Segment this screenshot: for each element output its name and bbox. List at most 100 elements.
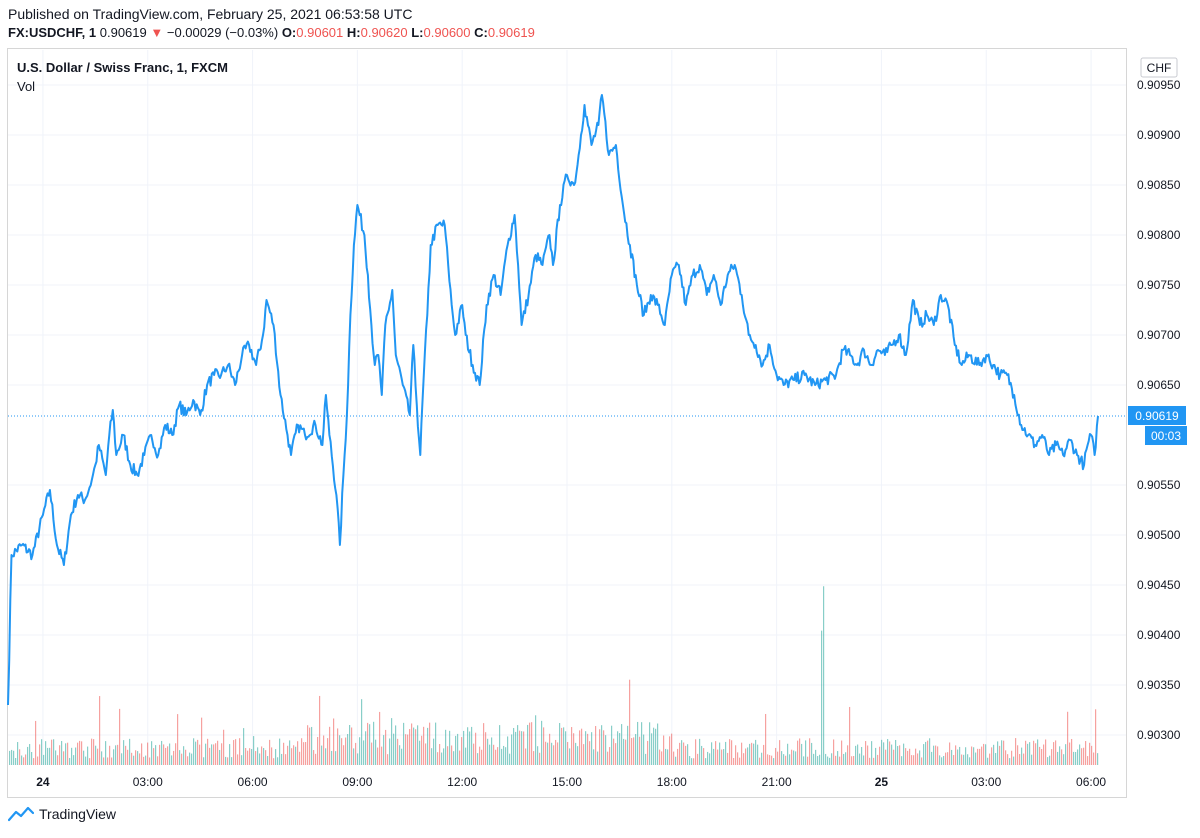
volume-bar	[239, 738, 241, 765]
volume-bar	[393, 733, 395, 765]
volume-bar	[415, 729, 417, 765]
volume-bar	[481, 749, 483, 765]
x-tick-label: 06:00	[1076, 775, 1106, 789]
volume-bar	[769, 755, 771, 765]
volume-bar	[647, 740, 649, 765]
volume-bar	[489, 744, 491, 765]
volume-bar	[921, 757, 923, 765]
volume-bar	[265, 750, 267, 765]
volume-bar	[483, 723, 485, 765]
volume-bar	[877, 754, 879, 765]
volume-bar	[697, 753, 699, 765]
volume-bar	[701, 745, 703, 765]
currency-badge[interactable]	[1140, 57, 1178, 78]
volume-bar	[401, 748, 403, 765]
volume-bar	[515, 731, 517, 765]
volume-bar	[677, 748, 679, 765]
branding-text: TradingView	[39, 806, 117, 822]
volume-bar	[909, 748, 911, 765]
volume-bar	[963, 754, 965, 765]
high-label: H:	[346, 25, 361, 40]
volume-bar	[35, 720, 37, 765]
volume-bar	[19, 749, 21, 765]
volume-bar	[377, 747, 379, 765]
volume-bar	[639, 736, 641, 765]
volume-bar	[259, 753, 261, 765]
volume-bar	[885, 749, 887, 765]
volume-bar	[593, 749, 595, 765]
volume-bar	[159, 744, 161, 765]
volume-bar	[461, 737, 463, 765]
volume-bar	[609, 747, 611, 765]
volume-bar	[63, 751, 65, 765]
volume-bar	[195, 741, 197, 765]
volume-bar	[857, 744, 859, 765]
volume-bar	[1001, 740, 1003, 765]
volume-bar	[491, 737, 493, 765]
volume-bar	[623, 738, 625, 765]
volume-bar	[93, 739, 95, 765]
volume-bar	[903, 743, 905, 765]
chart-frame[interactable]	[7, 48, 1127, 798]
volume-bar	[565, 731, 567, 765]
volume-bar	[291, 748, 293, 765]
volume-bar	[955, 745, 957, 765]
volume-bar	[135, 750, 137, 765]
volume-bar	[615, 743, 617, 765]
volume-bar	[1029, 742, 1031, 765]
volume-bar	[343, 745, 345, 765]
volume-bar	[951, 749, 953, 765]
volume-bar	[967, 754, 969, 765]
volume-bar	[1005, 750, 1007, 765]
volume-bar	[925, 741, 927, 765]
volume-bar	[777, 751, 779, 765]
volume-bar	[859, 753, 861, 765]
volume-bar	[555, 739, 557, 765]
y-tick-label: 0.90650	[1137, 378, 1181, 392]
volume-bar	[1021, 747, 1023, 765]
volume-bar	[263, 748, 265, 765]
volume-bar	[603, 730, 605, 765]
volume-bar	[993, 744, 995, 765]
volume-bar	[979, 748, 981, 765]
volume-bar	[1049, 755, 1051, 765]
volume-bar	[547, 742, 549, 765]
volume-bar	[499, 725, 501, 765]
volume-bar	[387, 754, 389, 765]
volume-bar	[431, 748, 433, 765]
volume-bar	[261, 746, 263, 765]
volume-bar	[949, 742, 951, 765]
volume-bar	[1025, 740, 1027, 765]
volume-bar	[943, 755, 945, 765]
volume-bar	[709, 753, 711, 765]
volume-bar	[473, 743, 475, 765]
volume-bar	[655, 728, 657, 765]
x-tick-label: 12:00	[447, 775, 477, 789]
volume-bar	[365, 731, 367, 765]
symbol-label[interactable]: FX:USDCHF, 1	[8, 25, 97, 40]
volume-bar	[809, 738, 811, 765]
volume-bar	[869, 757, 871, 765]
volume-bar	[905, 748, 907, 765]
volume-bar	[805, 740, 807, 765]
volume-bar	[891, 744, 893, 765]
volume-bar	[1057, 751, 1059, 765]
volume-bar	[231, 757, 233, 765]
volume-bar	[789, 754, 791, 765]
tradingview-logo[interactable]: TradingView	[8, 806, 116, 822]
volume-bar	[981, 746, 983, 765]
volume-bar	[641, 722, 643, 765]
volume-bar	[577, 746, 579, 765]
volume-bar	[837, 751, 839, 765]
volume-bar	[447, 746, 449, 765]
volume-bar	[179, 750, 181, 765]
volume-bar	[419, 740, 421, 765]
volume-bar	[503, 745, 505, 765]
volume-bar	[1097, 753, 1099, 765]
volume-bar	[1063, 754, 1065, 765]
volume-bar	[991, 747, 993, 765]
volume-bar	[613, 738, 615, 765]
volume-bar	[1081, 748, 1083, 765]
volume-bar	[477, 753, 479, 765]
